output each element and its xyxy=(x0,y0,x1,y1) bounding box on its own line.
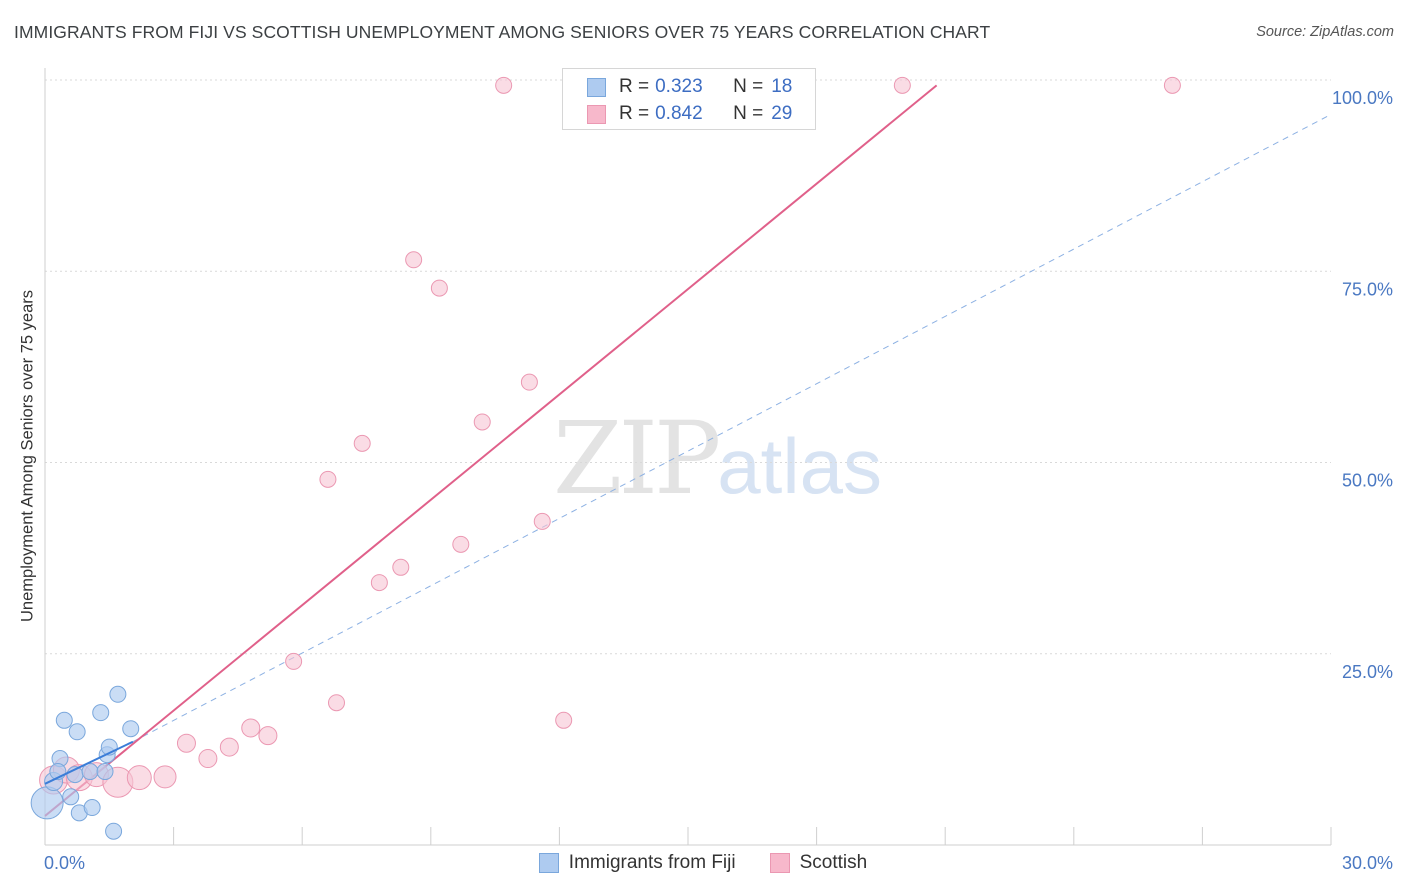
legend-n-value: 18 xyxy=(771,76,793,97)
fiji-point xyxy=(30,786,64,820)
scottish-point xyxy=(219,737,239,757)
y-tick-label: 25.0% xyxy=(1342,662,1393,682)
scottish-point xyxy=(893,76,911,94)
scottish-point xyxy=(176,733,196,753)
fiji-point xyxy=(96,763,114,781)
scottish-point xyxy=(473,413,491,431)
legend-label-scottish: Scottish xyxy=(799,852,868,873)
fiji-point xyxy=(83,799,101,817)
y-tick-label: 75.0% xyxy=(1342,279,1393,299)
scottish-point xyxy=(370,574,388,592)
scottish-point xyxy=(430,279,448,297)
series-legend: Immigrants from Fiji Scottish xyxy=(0,852,1406,874)
scottish-point xyxy=(533,512,551,530)
legend-swatch-fiji xyxy=(587,77,606,97)
legend-item-scottish[interactable]: Scottish xyxy=(769,852,868,874)
axes xyxy=(44,68,1332,846)
x-tick-label: 30.0% xyxy=(1342,853,1393,873)
y-tick-label: 50.0% xyxy=(1342,471,1393,491)
fiji-point xyxy=(122,720,140,738)
scottish-point xyxy=(353,434,371,452)
fiji-trend-line xyxy=(44,740,134,785)
legend-r-value: 0.323 xyxy=(655,76,703,97)
fiji-point xyxy=(109,685,127,703)
y-tick-label: 100.0% xyxy=(1332,88,1393,108)
legend-row-fiji: R = 0.323 N = 18 xyxy=(587,75,792,99)
legend-swatch-fiji xyxy=(538,853,559,873)
scottish-point xyxy=(405,251,423,269)
scottish-point xyxy=(555,711,573,729)
scottish-point xyxy=(258,726,278,746)
fiji-point xyxy=(105,822,123,840)
legend-n-key: N = xyxy=(733,76,764,97)
scottish-point xyxy=(392,558,410,576)
legend-swatch-scottish xyxy=(587,104,606,124)
legend-label-fiji: Immigrants from Fiji xyxy=(568,852,736,873)
scottish-point xyxy=(327,694,345,712)
watermark-zip: ZIP xyxy=(553,400,721,517)
fiji-point xyxy=(68,723,86,741)
source-credit: Source: ZipAtlas.com xyxy=(1256,24,1394,40)
scottish-trend-line xyxy=(44,84,938,817)
fiji-point xyxy=(62,788,80,806)
watermark-atlas: atlas xyxy=(717,422,883,510)
legend-r-value: 0.842 xyxy=(655,103,703,124)
scottish-point xyxy=(153,765,177,789)
scottish-point xyxy=(319,470,337,488)
scottish-point xyxy=(1163,76,1181,94)
legend-r-key: R = xyxy=(619,103,650,124)
scottish-point xyxy=(452,535,470,553)
chart-title: IMMIGRANTS FROM FIJI VS SCOTTISH UNEMPLO… xyxy=(14,22,991,42)
scottish-point xyxy=(241,718,261,738)
scottish-point xyxy=(126,765,152,791)
watermark: ZIPatlas xyxy=(553,400,882,517)
correlation-legend: R = 0.323 N = 18 R = 0.842 N = 29 xyxy=(562,68,816,130)
gridlines xyxy=(45,79,1331,655)
legend-swatch-scottish xyxy=(769,853,790,873)
legend-row-scottish: R = 0.842 N = 29 xyxy=(587,102,792,126)
data-points xyxy=(30,76,1181,840)
fiji-point xyxy=(55,711,73,729)
scottish-point xyxy=(520,373,538,391)
legend-n-value: 29 xyxy=(771,103,793,124)
scottish-point xyxy=(198,749,218,769)
trend-lines xyxy=(44,84,1332,817)
scottish-point xyxy=(285,652,303,670)
legend-item-fiji[interactable]: Immigrants from Fiji xyxy=(538,852,736,874)
fiji-dashed-fit-line xyxy=(132,113,1332,743)
tick-labels: 25.0% 50.0% 75.0% 100.0% 0.0% 30.0% xyxy=(44,88,1393,873)
scottish-point xyxy=(495,76,513,94)
legend-r-key: R = xyxy=(619,76,650,97)
legend-n-key: N = xyxy=(733,103,764,124)
x-tick-label: 0.0% xyxy=(44,853,85,873)
fiji-point xyxy=(92,704,110,722)
